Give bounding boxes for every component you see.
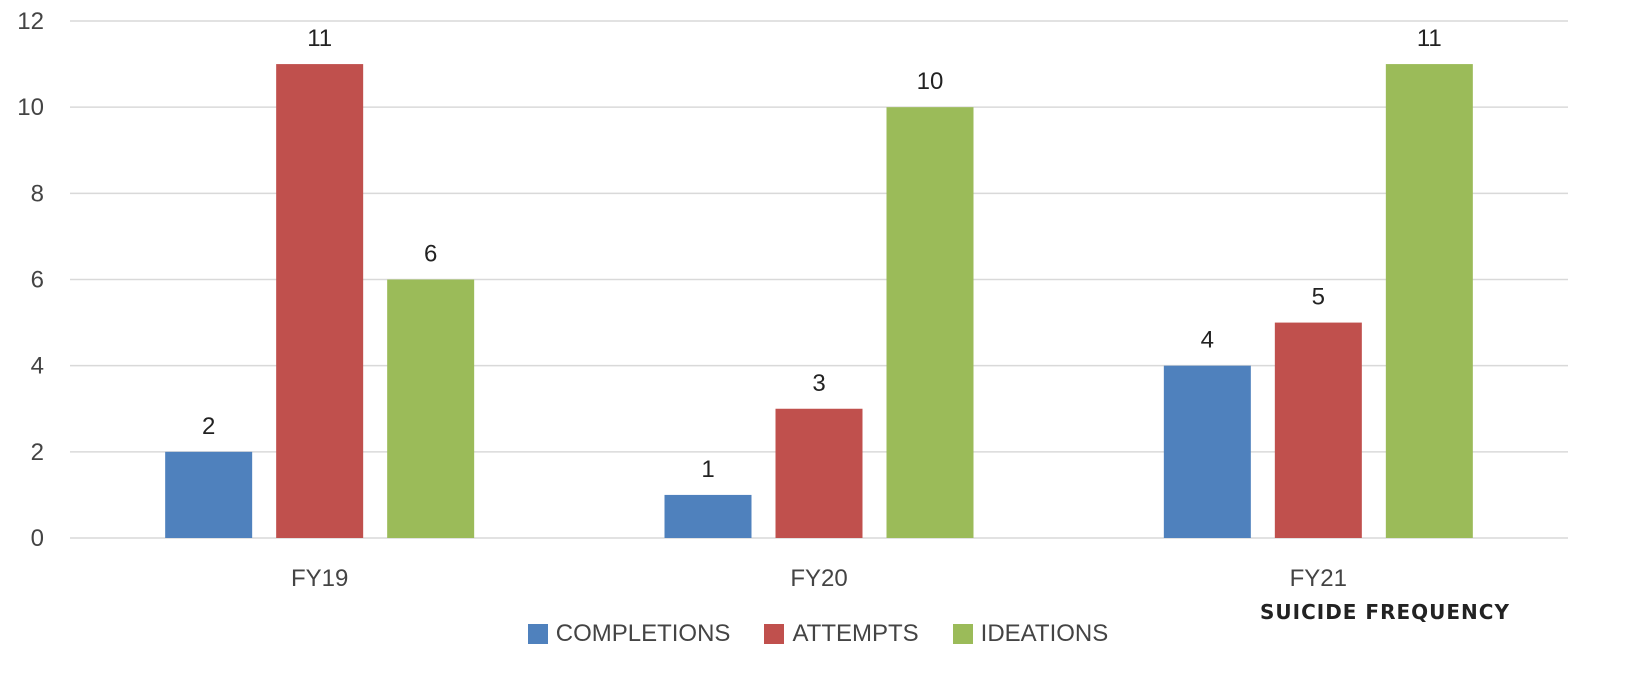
y-tick-label: 12 bbox=[17, 8, 44, 35]
bar-attempts-fy20 bbox=[775, 408, 863, 538]
data-label: 2 bbox=[202, 413, 215, 440]
y-tick-label: 10 bbox=[17, 94, 44, 121]
x-tick-label: FY19 bbox=[291, 565, 348, 592]
legend-item-completions: COMPLETIONS bbox=[527, 620, 731, 648]
x-tick-label: FY21 bbox=[1290, 565, 1347, 592]
bar-ideations-fy21 bbox=[1385, 64, 1473, 538]
legend-swatch bbox=[527, 624, 548, 644]
y-tick-label: 2 bbox=[31, 439, 44, 466]
data-label: 5 bbox=[1312, 284, 1325, 311]
bar-attempts-fy19 bbox=[276, 64, 364, 538]
legend-label: ATTEMPTS bbox=[792, 620, 919, 647]
y-tick-label: 6 bbox=[31, 267, 44, 294]
bar-completions-fy21 bbox=[1163, 365, 1251, 538]
legend-item-attempts: ATTEMPTS bbox=[764, 620, 919, 648]
data-label: 11 bbox=[307, 25, 332, 52]
y-tick-label: 8 bbox=[31, 180, 44, 207]
data-labels: 2 11 6 1 3 10 4 5 11 bbox=[202, 25, 1442, 483]
legend: COMPLETIONS ATTEMPTS IDEATIONS bbox=[0, 620, 1636, 648]
watermark-text: SUICIDE FREQUENCY bbox=[1260, 600, 1510, 624]
x-axis-ticks: FY19 FY20 FY21 bbox=[291, 565, 1347, 592]
y-tick-label: 0 bbox=[31, 525, 44, 552]
bar-ideations-fy20 bbox=[886, 107, 974, 539]
legend-swatch bbox=[764, 624, 785, 644]
data-label: 1 bbox=[701, 456, 714, 483]
data-label: 11 bbox=[1417, 25, 1442, 52]
legend-item-ideations: IDEATIONS bbox=[952, 620, 1109, 648]
bar-completions-fy20 bbox=[664, 494, 752, 538]
data-label: 10 bbox=[917, 68, 944, 95]
bar-attempts-fy21 bbox=[1274, 322, 1362, 538]
bars bbox=[165, 64, 1473, 539]
data-label: 4 bbox=[1201, 327, 1214, 354]
legend-label: COMPLETIONS bbox=[555, 620, 731, 647]
x-tick-label: FY20 bbox=[790, 565, 847, 592]
legend-label: IDEATIONS bbox=[980, 620, 1109, 647]
data-label: 3 bbox=[812, 370, 825, 397]
bar-ideations-fy19 bbox=[387, 279, 475, 538]
legend-swatch bbox=[952, 624, 973, 644]
y-axis-ticks: 0 2 4 6 8 10 12 bbox=[17, 8, 44, 552]
data-label: 6 bbox=[424, 241, 437, 268]
bar-completions-fy19 bbox=[165, 451, 253, 538]
y-tick-label: 4 bbox=[31, 353, 44, 380]
